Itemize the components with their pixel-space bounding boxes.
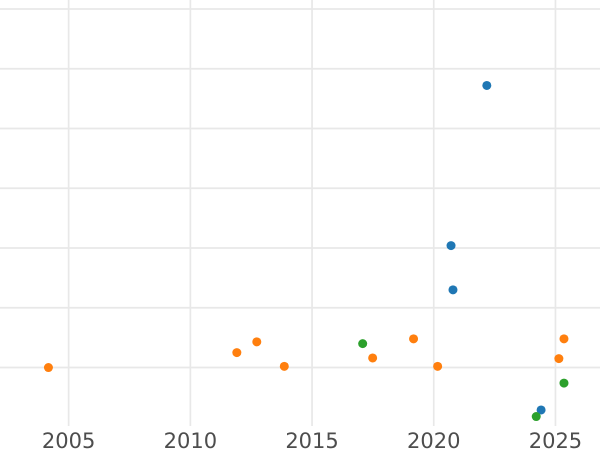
scatter-point-orange (279, 361, 289, 371)
scatter-point-blue (448, 285, 458, 295)
scatter-point-orange (43, 363, 53, 373)
x-tick-label: 2020 (407, 429, 460, 450)
x-tick-label: 2010 (164, 429, 217, 450)
x-tick-label: 2025 (529, 429, 582, 450)
scatter-point-orange (433, 361, 443, 371)
x-tick-label: 2015 (285, 429, 338, 450)
scatter-point-blue (536, 405, 546, 415)
scatter-point-orange (559, 334, 569, 344)
scatter-point-blue (482, 80, 492, 90)
scatter-point-orange (368, 353, 378, 363)
x-tick-label: 2005 (42, 429, 95, 450)
scatter-point-orange (252, 337, 262, 347)
scatter-point-blue (446, 241, 456, 251)
scatter-point-orange (554, 354, 564, 364)
scatter-point-orange (232, 348, 242, 358)
scatter-point-green (358, 339, 368, 349)
scatter-point-orange (409, 334, 419, 344)
scatter-point-green (559, 378, 569, 388)
scatter-point-green (531, 412, 541, 422)
